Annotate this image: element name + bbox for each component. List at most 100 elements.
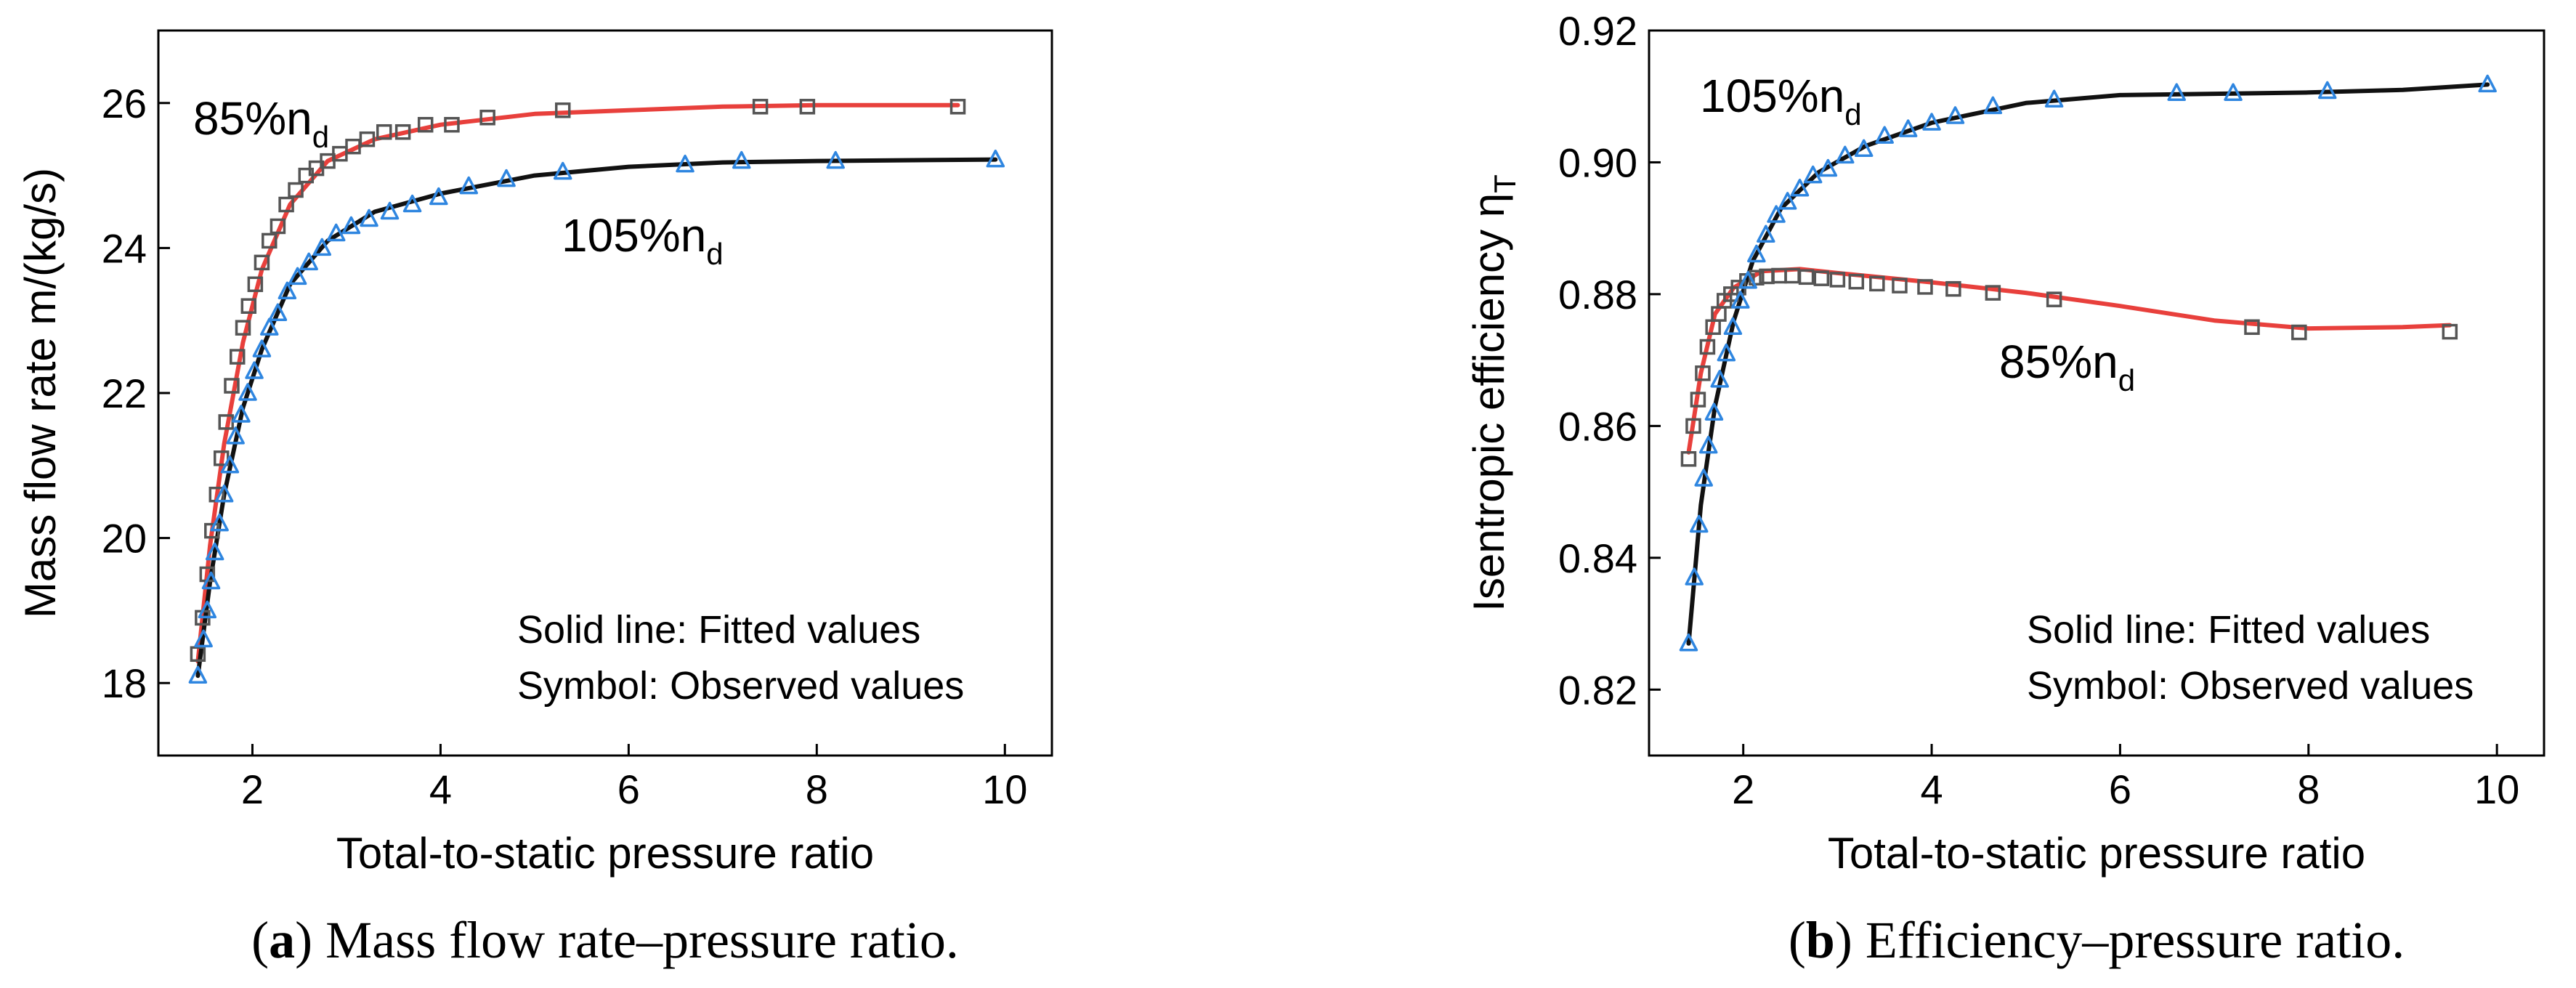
panel-a-observed-markers [188,99,1005,684]
observed-point-105pctnd [732,150,751,169]
observed-point-105pctnd [198,600,217,619]
observed-point-105pctnd [986,149,1005,168]
y-tick-label: 26 [102,81,147,126]
observed-point-105pctnd [2317,81,2337,100]
observed-point-105pctnd [497,169,516,187]
observed-point-105pctnd [1778,192,1797,210]
observed-point-85pctnd [479,110,495,126]
observed-point-85pctnd [270,218,286,235]
observed-point-85pctnd [1695,365,1711,381]
observed-point-105pctnd [210,513,229,532]
observed-point-105pctnd [2044,89,2064,108]
panel-a-x-axis-label: Total-to-static pressure ratio [336,829,874,878]
observed-point-105pctnd [1835,145,1855,164]
observed-point-105pctnd [1704,402,1724,421]
observed-point-85pctnd [230,349,246,365]
observed-point-105pctnd [380,201,400,220]
observed-point-105pctnd [1679,633,1698,652]
panel-b-plot-frame [1648,29,2545,757]
observed-point-85pctnd [2046,291,2062,307]
panel-a-caption: (a) Mass flow rate–pressure ratio. [251,911,959,969]
observed-point-105pctnd [1689,514,1709,533]
panel-b-observed-markers [1679,74,2497,652]
observed-point-105pctnd [188,665,208,684]
observed-point-105pctnd [1898,119,1918,137]
observed-point-105pctnd [201,571,221,590]
panel-b-note-symbol: Symbol: Observed values [2027,664,2474,708]
observed-point-105pctnd [299,252,318,271]
observed-point-105pctnd [1717,343,1736,362]
y-tick-label: 24 [102,225,147,271]
observed-point-105pctnd [1945,106,1965,124]
observed-point-105pctnd [826,150,845,169]
observed-point-85pctnd [1798,269,1815,286]
y-tick-label: 0.82 [1558,667,1637,713]
observed-point-105pctnd [1854,139,1874,158]
observed-point-105pctnd [1710,370,1730,388]
panel-b-y-axis-label-main: Isentropic efficiency η [1465,193,1513,612]
observed-point-85pctnd [254,254,270,271]
observed-point-85pctnd [2244,319,2260,336]
observed-point-105pctnd [312,238,332,256]
panel-b-label-105: 105%nd [1700,70,1862,131]
observed-point-105pctnd [260,317,279,336]
panel-a-caption-letter: a [269,911,295,969]
y-tick-label: 0.92 [1558,8,1637,54]
observed-point-105pctnd [1694,469,1713,487]
x-tick-label: 4 [1920,766,1943,812]
observed-point-105pctnd [1790,178,1810,197]
observed-point-85pctnd [394,124,411,140]
observed-point-85pctnd [278,196,294,213]
observed-point-85pctnd [799,99,816,115]
observed-point-105pctnd [1757,224,1775,243]
observed-point-105pctnd [676,154,694,173]
panel-a-label-105-subscript: d [706,237,723,271]
observed-point-85pctnd [288,182,304,198]
panel-b-x-axis-label: Total-to-static pressure ratio [1828,829,2365,878]
observed-point-105pctnd [1818,158,1838,177]
y-tick-label: 0.86 [1558,403,1637,449]
observed-point-85pctnd [1985,285,2001,301]
observed-point-105pctnd [1738,271,1757,289]
observed-point-105pctnd [205,542,224,561]
observed-point-85pctnd [240,298,257,314]
observed-point-105pctnd [245,361,264,379]
observed-point-105pctnd [1875,126,1894,144]
observed-point-105pctnd [1803,165,1823,184]
observed-point-85pctnd [1680,450,1697,467]
observed-point-85pctnd [224,378,240,394]
observed-point-105pctnd [268,303,288,321]
observed-point-105pctnd [1747,244,1766,263]
observed-point-105pctnd [194,629,213,648]
x-tick-label: 8 [2297,766,2320,812]
observed-point-105pctnd [326,223,346,242]
y-tick-label: 20 [102,516,147,562]
observed-point-85pctnd [444,116,460,133]
observed-point-105pctnd [288,267,307,286]
observed-point-105pctnd [1983,96,2003,115]
y-tick-label: 0.84 [1558,535,1637,581]
observed-point-105pctnd [278,281,297,300]
observed-point-85pctnd [1917,279,1933,295]
panel-b-label-105-main: 105%n [1700,70,1844,122]
observed-point-105pctnd [1723,317,1743,336]
panel-b-y-axis-label-subscript: T [1488,174,1522,193]
panel-b-label-105-subscript: d [1844,97,1861,131]
y-tick-label: 18 [102,660,147,706]
panel-b-label-85-subscript: d [2118,363,2135,397]
x-tick-label: 2 [1732,766,1754,812]
panel-a-label-85-subscript: d [312,120,329,154]
observed-point-105pctnd [360,208,378,227]
observed-point-105pctnd [1698,435,1718,454]
panel-b-label-85-main: 85%n [1999,336,2118,388]
observed-point-105pctnd [226,426,245,445]
panel-b-y-axis-label: Isentropic efficiency ηT [1465,174,1522,612]
x-tick-label: 10 [982,766,1027,812]
observed-point-85pctnd [1699,339,1716,355]
observed-point-85pctnd [1829,272,1846,288]
observed-point-105pctnd [341,216,361,235]
x-tick-label: 4 [429,766,452,812]
observed-point-105pctnd [220,455,240,474]
